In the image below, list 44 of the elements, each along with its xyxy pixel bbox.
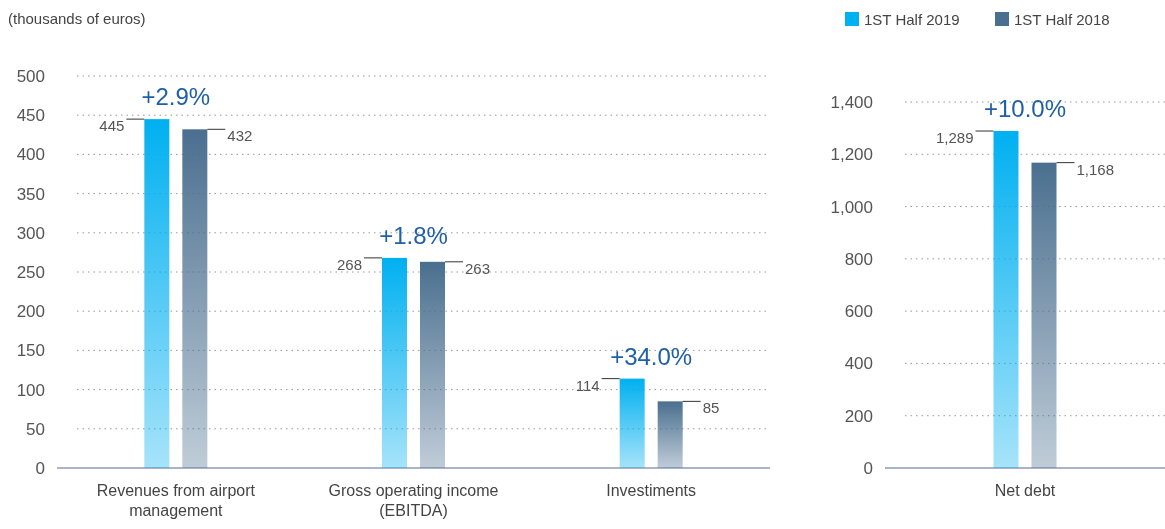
legend-label: 1ST Half 2019	[864, 11, 960, 28]
y-tick-label: 500	[16, 67, 45, 86]
y-tick-label: 0	[863, 459, 873, 478]
bar	[619, 378, 645, 468]
y-tick-label: 100	[16, 380, 45, 400]
x-tick-label: Net debt	[994, 482, 1056, 499]
y-tick-label: 800	[844, 249, 873, 269]
chart-title: (thousands of euros)	[8, 10, 146, 27]
y-tick-label: 1,400	[830, 93, 873, 112]
y-tick-label: 300	[16, 223, 45, 243]
data-label: 85	[702, 399, 720, 417]
y-tick-label: 600	[844, 302, 873, 322]
data-label: 445	[99, 117, 125, 135]
y-tick-label: 450	[16, 106, 45, 126]
legend-label: 1ST Half 2018	[1014, 11, 1110, 28]
data-label: 263	[465, 259, 491, 277]
x-tick-label: Gross operating income (EBITDA)	[328, 482, 499, 519]
y-tick-label: 150	[16, 341, 45, 361]
y-tick-label: 1,000	[830, 197, 873, 217]
bar	[420, 261, 445, 468]
y-tick-label: 350	[16, 184, 45, 204]
annotation: +34.0%	[610, 342, 693, 370]
bar	[144, 119, 170, 468]
y-tick-label: 50	[26, 419, 45, 439]
y-tick-label: 200	[844, 406, 873, 426]
data-label: 1,168	[1076, 160, 1115, 178]
data-label: 432	[227, 127, 253, 145]
annotation: +10.0%	[983, 95, 1067, 123]
data-label: 114	[575, 376, 600, 394]
x-tick-label: Revenues from airport management	[96, 482, 256, 519]
y-tick-label: 1,200	[830, 145, 873, 165]
annotation: +2.9%	[141, 83, 211, 111]
y-tick-label: 0	[35, 459, 45, 478]
y-tick-label: 250	[16, 263, 45, 282]
bar	[382, 257, 407, 468]
bar	[182, 129, 208, 468]
data-label: 268	[336, 255, 362, 273]
x-tick-label: Investiments	[606, 482, 697, 499]
y-tick-label: 200	[16, 302, 45, 322]
annotation: +1.8%	[379, 221, 448, 249]
y-tick-label: 400	[16, 145, 45, 165]
bar	[657, 401, 683, 468]
y-tick-label: 400	[844, 354, 873, 374]
data-label: 1,289	[935, 129, 974, 147]
